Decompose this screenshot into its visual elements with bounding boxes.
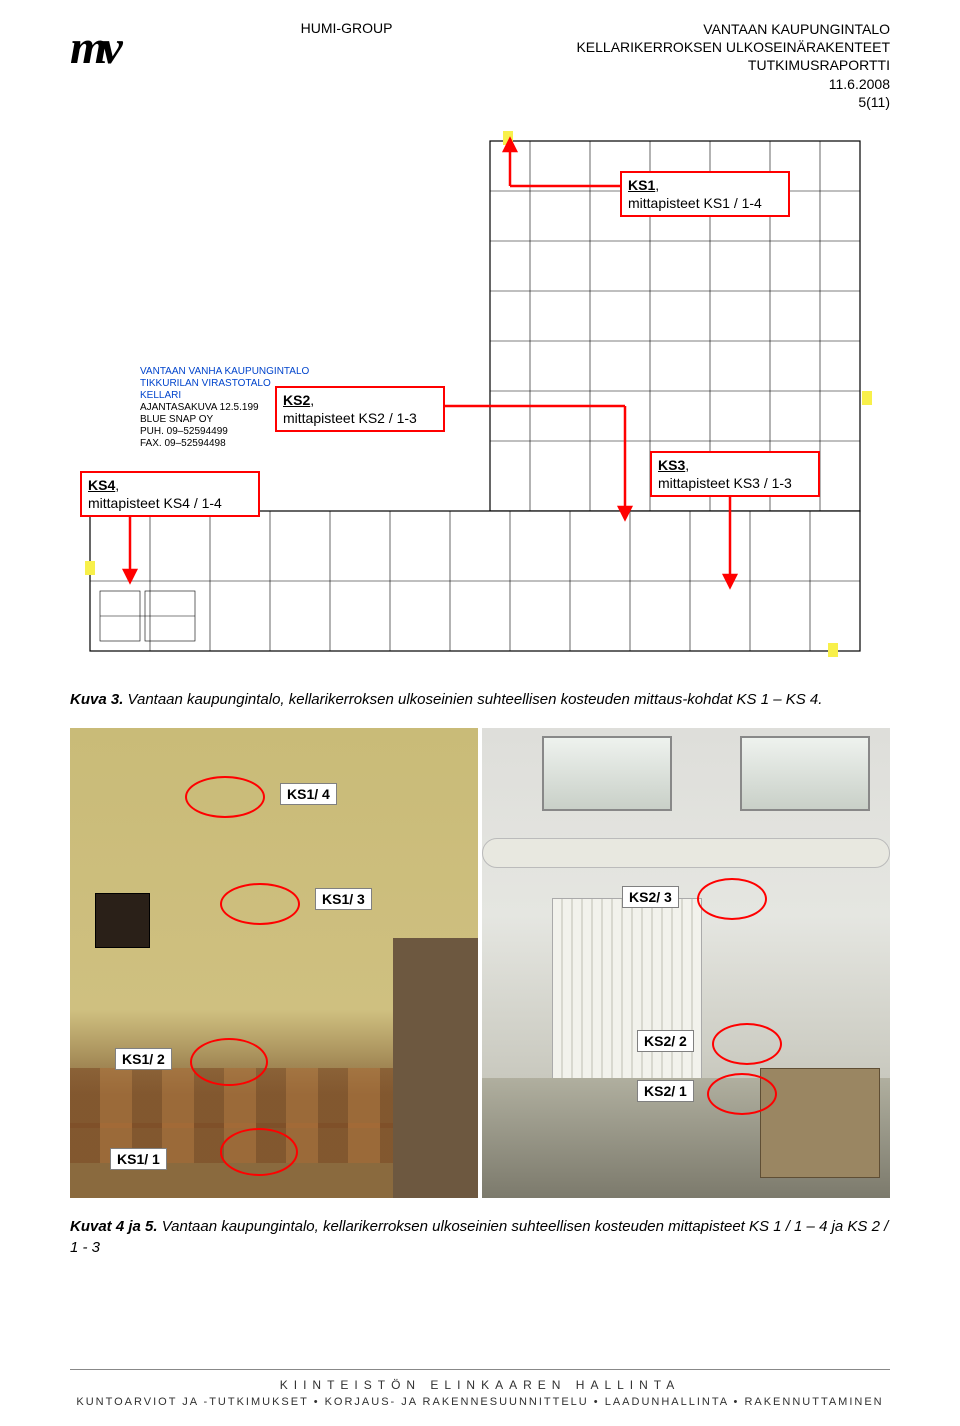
footer-line2: KUNTOARVIOT JA -TUTKIMUKSET • KORJAUS- J…: [0, 1396, 960, 1408]
photo-tag-ks2-3: KS2/ 3: [622, 886, 679, 908]
label-ks2: KS2, mittapisteet KS2 / 1-3: [275, 386, 445, 432]
header-right-line: TUTKIMUSRAPORTTI: [576, 56, 890, 74]
floorplan: VANTAAN VANHA KAUPUNGINTALO TIKKURILAN V…: [70, 121, 890, 671]
plan-meta-line: VANTAAN VANHA KAUPUNGINTALO: [140, 366, 309, 378]
header-right-line: KELLARIKERROKSEN ULKOSEINÄRAKENTEET: [576, 38, 890, 56]
photo-tag-text: KS1/ 3: [322, 891, 365, 907]
label-ks2-title: KS2: [283, 392, 310, 408]
label-ks3-sub: mittapisteet KS3 / 1-3: [658, 475, 792, 491]
label-ks1-title: KS1: [628, 177, 655, 193]
photos: KS1/ 4 KS1/ 3 KS1/ 2 KS1/ 1: [70, 728, 890, 1198]
photo-tag-ks1-3: KS1/ 3: [315, 888, 372, 910]
photo-tag-ks1-2: KS1/ 2: [115, 1048, 172, 1070]
photo-tag-text: KS1/ 4: [287, 786, 330, 802]
photo-tag-ks2-1: KS2/ 1: [637, 1080, 694, 1102]
photo-left: KS1/ 4 KS1/ 3 KS1/ 2 KS1/ 1: [70, 728, 478, 1198]
footer-line1: KIINTEISTÖN ELINKAAREN HALLINTA: [0, 1378, 960, 1392]
photo-tag-ks2-2: KS2/ 2: [637, 1030, 694, 1052]
caption-kuvat45-text: Vantaan kaupungintalo, kellarikerroksen …: [70, 1218, 888, 1256]
page-footer: KIINTEISTÖN ELINKAAREN HALLINTA KUNTOARV…: [0, 1369, 960, 1408]
photo-tag-text: KS1/ 1: [117, 1151, 160, 1167]
label-ks4-sub: mittapisteet KS4 / 1-4: [88, 495, 222, 511]
label-ks3-title: KS3: [658, 457, 685, 473]
header-right-line: 5(11): [576, 93, 890, 111]
footer-rule: [70, 1369, 890, 1370]
caption-kuva3: Kuva 3. Vantaan kaupungintalo, kellarike…: [70, 689, 890, 710]
caption-kuvat45-bold: Kuvat 4 ja 5.: [70, 1218, 158, 1235]
photo-right: KS2/ 3 KS2/ 2 KS2/ 1: [482, 728, 890, 1198]
plan-meta-line: FAX. 09–52594498: [140, 438, 309, 450]
photo-tag-ks1-4: KS1/ 4: [280, 783, 337, 805]
label-ks4: KS4, mittapisteet KS4 / 1-4: [80, 471, 260, 517]
photo-tag-ks1-1: KS1/ 1: [110, 1148, 167, 1170]
photo-tag-text: KS2/ 1: [644, 1083, 687, 1099]
photo-tag-text: KS2/ 3: [629, 889, 672, 905]
caption-kuva3-text: Vantaan kaupungintalo, kellarikerroksen …: [123, 691, 822, 708]
caption-kuvat45: Kuvat 4 ja 5. Vantaan kaupungintalo, kel…: [70, 1216, 890, 1258]
photo-tag-text: KS2/ 2: [644, 1033, 687, 1049]
label-ks1: KS1, mittapisteet KS1 / 1-4: [620, 171, 790, 217]
label-ks3: KS3, mittapisteet KS3 / 1-3: [650, 451, 820, 497]
header-center: HUMI-GROUP: [117, 20, 577, 36]
photo-tag-text: KS1/ 2: [122, 1051, 165, 1067]
header-right-line: VANTAAN KAUPUNGINTALO: [576, 20, 890, 38]
page-header: mv HUMI-GROUP VANTAAN KAUPUNGINTALO KELL…: [70, 20, 890, 111]
header-right-line: 11.6.2008: [576, 75, 890, 93]
caption-kuva3-bold: Kuva 3.: [70, 691, 123, 708]
label-ks1-sub: mittapisteet KS1 / 1-4: [628, 195, 762, 211]
header-right: VANTAAN KAUPUNGINTALO KELLARIKERROKSEN U…: [576, 20, 890, 111]
logo: mv: [70, 20, 117, 75]
label-ks4-title: KS4: [88, 477, 115, 493]
label-ks2-sub: mittapisteet KS2 / 1-3: [283, 410, 417, 426]
